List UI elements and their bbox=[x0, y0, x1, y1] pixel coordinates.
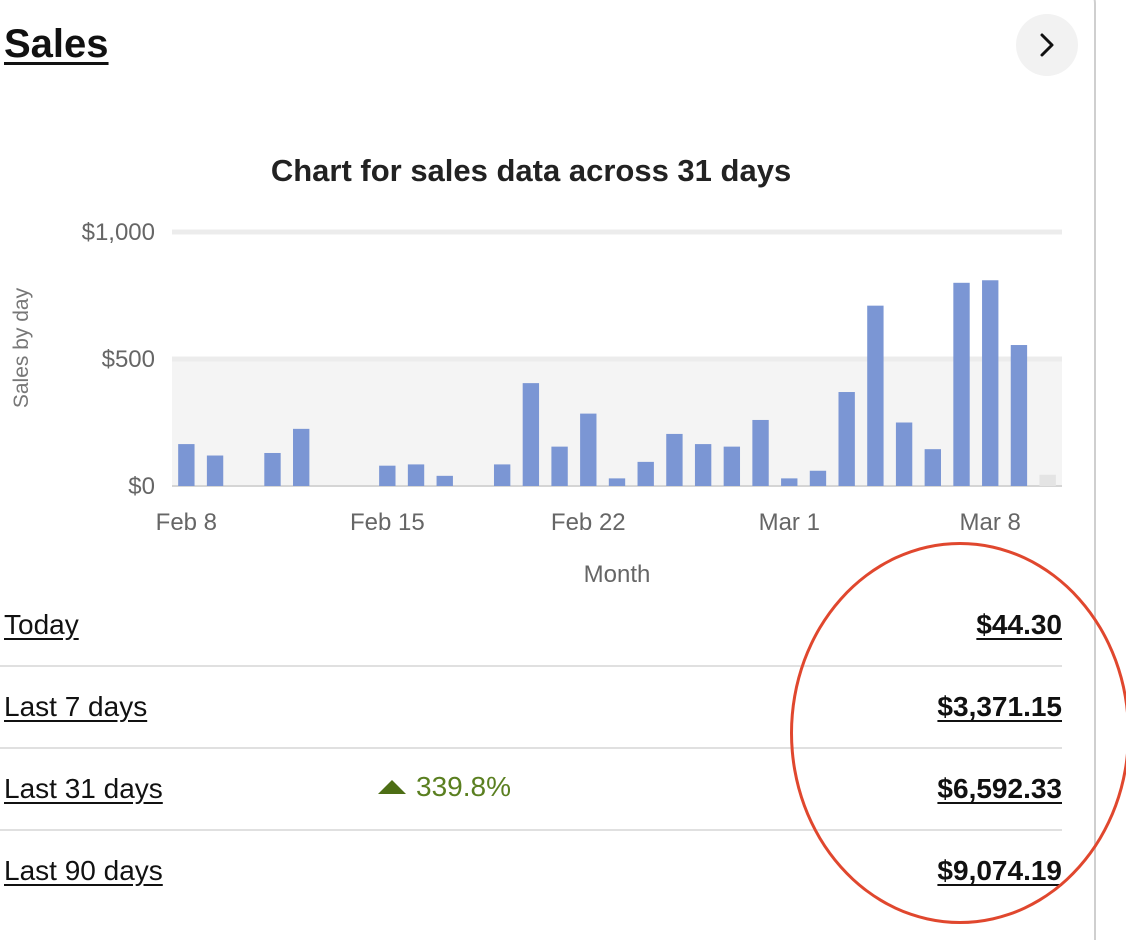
lower-band bbox=[172, 359, 1062, 486]
x-tick-label: Feb 22 bbox=[551, 509, 626, 536]
y-tick-label: $0 bbox=[128, 473, 155, 500]
last-31-days-value-link[interactable]: $6,592.33 bbox=[937, 773, 1062, 804]
bar bbox=[953, 282, 970, 486]
x-tick-label: Feb 15 bbox=[350, 509, 425, 536]
card-border bbox=[1070, 0, 1096, 940]
bar bbox=[924, 449, 941, 486]
bar bbox=[264, 452, 281, 486]
bar bbox=[838, 392, 855, 486]
summary-row-last-90-days: Last 90 days $9,074.19 bbox=[0, 831, 1062, 911]
y-tick-label: $500 bbox=[102, 346, 155, 373]
sales-summary-list: Today $44.30 Last 7 days $3,371.15 Last … bbox=[0, 585, 1062, 911]
change-percent: 339.8% bbox=[416, 771, 511, 802]
today-value-link[interactable]: $44.30 bbox=[976, 609, 1062, 640]
next-button[interactable] bbox=[1016, 14, 1078, 76]
bar bbox=[522, 383, 540, 486]
bar bbox=[666, 433, 683, 486]
bar bbox=[752, 419, 769, 486]
bar bbox=[1010, 345, 1028, 486]
last-90-days-label-link[interactable]: Last 90 days bbox=[4, 855, 163, 886]
bar bbox=[723, 446, 741, 486]
bar bbox=[809, 470, 827, 486]
bar bbox=[781, 478, 798, 486]
bar bbox=[895, 422, 913, 486]
bar bbox=[206, 455, 224, 486]
x-axis-ticks: Feb 8 Feb 15 Feb 22 Mar 1 Mar 8 bbox=[156, 509, 1021, 536]
bar bbox=[580, 413, 597, 486]
summary-row-last-7-days: Last 7 days $3,371.15 bbox=[0, 667, 1062, 749]
y-axis-ticks: $0 $500 $1,000 bbox=[82, 219, 155, 500]
x-tick-label: Feb 8 bbox=[156, 509, 217, 536]
chart-grid bbox=[172, 229, 1062, 487]
summary-row-today: Today $44.30 bbox=[0, 585, 1062, 667]
chevron-right-icon bbox=[1040, 33, 1054, 57]
summary-row-last-31-days: Last 31 days 339.8% $6,592.33 bbox=[0, 749, 1062, 831]
y-tick-label: $1,000 bbox=[82, 219, 155, 246]
bar bbox=[637, 461, 654, 486]
x-tick-label: Mar 1 bbox=[759, 509, 820, 536]
x-tick-label: Mar 8 bbox=[960, 509, 1021, 536]
bar bbox=[493, 464, 511, 486]
last-7-days-value-link[interactable]: $3,371.15 bbox=[937, 691, 1062, 722]
last-7-days-label-link[interactable]: Last 7 days bbox=[4, 691, 148, 722]
last-90-days-value-link[interactable]: $9,074.19 bbox=[937, 855, 1062, 886]
bar bbox=[867, 305, 884, 486]
bar bbox=[436, 475, 453, 486]
triangle-up-icon bbox=[378, 780, 406, 794]
bar bbox=[407, 464, 425, 486]
y-axis-label: Sales by day bbox=[10, 287, 33, 408]
today-label-link[interactable]: Today bbox=[4, 609, 79, 640]
bar bbox=[608, 478, 626, 486]
sales-title-link[interactable]: Sales bbox=[4, 22, 109, 66]
chart-title: Chart for sales data across 31 days bbox=[271, 153, 791, 188]
change-indicator: 339.8% bbox=[378, 771, 511, 803]
bar-series bbox=[178, 280, 1056, 486]
bar bbox=[551, 446, 568, 486]
bar bbox=[982, 280, 999, 486]
bar bbox=[694, 444, 712, 486]
bar bbox=[1039, 474, 1056, 486]
x-axis-label: Month bbox=[584, 561, 651, 588]
last-31-days-label-link[interactable]: Last 31 days bbox=[4, 773, 163, 804]
sales-bar-chart: Chart for sales data across 31 days $0 $5… bbox=[10, 153, 1062, 588]
bar bbox=[178, 444, 195, 486]
bar bbox=[379, 465, 396, 486]
bar bbox=[293, 428, 310, 486]
